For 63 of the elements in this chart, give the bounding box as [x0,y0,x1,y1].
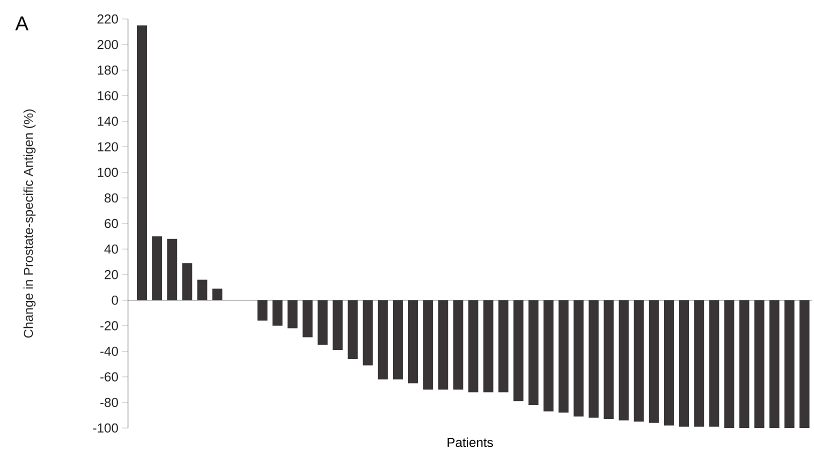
bar [769,300,780,428]
y-tick-label: 160 [98,91,118,100]
y-tick-label: 200 [98,40,118,50]
bar [152,236,162,300]
bar [634,300,644,422]
bar [348,300,358,359]
bar [618,300,629,420]
bar [408,300,418,384]
bar [544,300,554,412]
bar [182,263,192,300]
y-axis-title: Change in Prostate-specific Antigen (%) [23,110,36,338]
bar [468,300,478,392]
bar [498,300,508,392]
bar [272,300,283,326]
y-tick-label: -60 [100,372,118,382]
bar [739,300,750,428]
bar [513,300,524,402]
bar [332,300,343,350]
y-tick-label: -80 [100,398,118,408]
bar [362,300,373,366]
bar [392,300,403,380]
bar [709,300,720,427]
bar [483,300,494,392]
y-tick-label: 140 [98,116,118,126]
bar [694,300,704,427]
y-tick-label: 20 [104,270,118,280]
y-tick-label: 220 [98,14,118,24]
x-axis-title: Patients [448,438,493,448]
chart-title: A [15,16,28,30]
bar [423,300,434,390]
bar [799,300,810,428]
y-tick-label: -40 [100,346,118,356]
bar [588,300,599,418]
bar [438,300,448,390]
y-tick-label: 60 [104,218,118,228]
bar [664,300,674,426]
y-tick-label: 100 [98,168,118,177]
bar [137,25,148,300]
bar [679,300,690,427]
bar [528,300,538,405]
y-tick-label: 120 [98,142,118,152]
bar [257,300,268,321]
bar [378,300,388,380]
bar [784,300,794,428]
bar [558,300,569,413]
bar [604,300,614,420]
y-tick-label: 40 [104,244,118,254]
bar [648,300,659,423]
y-tick-label: 0 [112,296,118,305]
bar [197,280,208,300]
y-tick-label: -100 [93,423,118,433]
y-tick-label: 80 [104,193,118,203]
bar [212,288,222,300]
bar [574,300,584,416]
bar [453,300,464,390]
bar [318,300,328,345]
y-tick-label: -20 [100,321,118,330]
bar [288,300,298,328]
y-tick-label: 180 [98,66,118,75]
bar [754,300,764,428]
bar [167,238,178,300]
bar [302,300,313,338]
bar [724,300,734,428]
